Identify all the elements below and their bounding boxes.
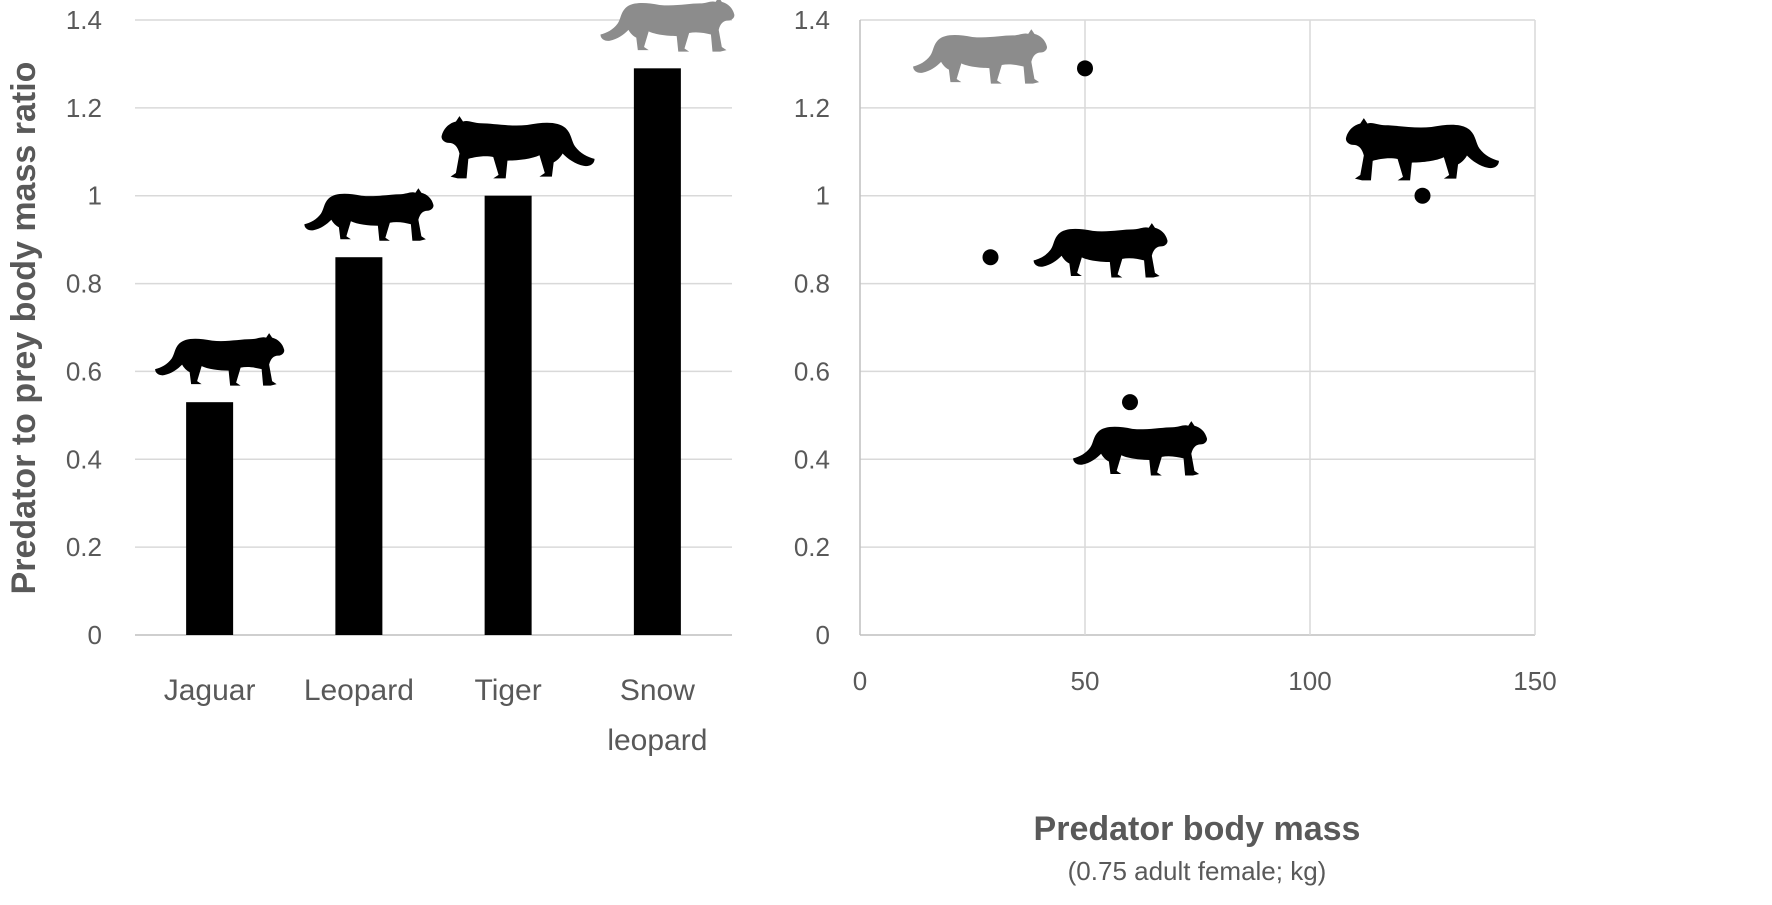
scatter-point-snow-leopard — [1077, 60, 1093, 77]
bar-y-tick-label: 1.2 — [66, 93, 102, 123]
bar-category-label: Leopard — [304, 674, 414, 707]
scatter-y-tick-label: 0 — [816, 620, 830, 650]
jaguar-silhouette-icon — [1073, 421, 1208, 476]
tiger-silhouette-icon — [1345, 118, 1499, 181]
scatter-chart-gridlines — [859, 19, 1536, 636]
scatter-point-jaguar — [1122, 394, 1138, 411]
scatter-y-tick-label: 0.6 — [794, 356, 830, 386]
leopard-silhouette-icon — [1033, 223, 1168, 278]
scatter-x-tick-label: 50 — [1071, 666, 1100, 696]
bar-y-tick-label: 0.2 — [66, 532, 102, 562]
scatter-chart-points — [982, 60, 1431, 411]
bar-chart-y-ticks: 0 0.2 0.4 0.6 0.8 1 1.2 1.4 — [66, 5, 102, 650]
bar-jaguar — [186, 402, 234, 635]
bar-category-label: leopard — [607, 724, 707, 757]
bar-chart-y-axis-label: Predator to prey body mass ratio — [5, 62, 43, 595]
scatter-point-tiger — [1414, 187, 1431, 204]
bar-category-label: Tiger — [475, 674, 542, 707]
bar-y-tick-label: 0.4 — [66, 444, 102, 474]
bar-leopard — [335, 257, 383, 635]
bar-y-tick-label: 0.8 — [66, 269, 102, 299]
scatter-y-tick-label: 0.8 — [794, 269, 830, 299]
bar-category-label: Jaguar — [164, 674, 256, 707]
scatter-chart-x-ticks: 0 50 100 150 — [853, 666, 1557, 696]
scatter-chart-x-axis-sublabel: (0.75 adult female; kg) — [1068, 856, 1327, 886]
bar-chart-category-labels: Jaguar Leopard Tiger Snow leopard — [164, 674, 708, 757]
scatter-y-tick-label: 0.4 — [794, 444, 830, 474]
jaguar-silhouette-icon — [155, 333, 285, 386]
scatter-chart: 0 0.2 0.4 0.6 0.8 1 1.2 1.4 0 50 100 150 Predator … — [794, 5, 1557, 886]
bar-y-tick-label: 0 — [88, 620, 102, 650]
scatter-y-tick-label: 0.2 — [794, 532, 830, 562]
bar-y-tick-label: 0.6 — [66, 356, 102, 386]
scatter-chart-x-axis-label: Predator body mass — [1034, 810, 1361, 848]
tiger-silhouette-icon — [441, 116, 595, 179]
scatter-chart-y-ticks: 0 0.2 0.4 0.6 0.8 1 1.2 1.4 — [794, 5, 830, 650]
scatter-y-tick-label: 1.2 — [794, 93, 830, 123]
snow-leopard-icon — [913, 29, 1048, 84]
bar-chart-bars — [186, 68, 681, 636]
bar-chart: 0 0.2 0.4 0.6 0.8 1 1.2 1.4 Jaguar Leopard Tiger S… — [5, 0, 735, 757]
bar-snow-leopard — [633, 68, 681, 636]
scatter-x-tick-label: 100 — [1288, 666, 1331, 696]
scatter-chart-silhouettes — [913, 29, 1499, 476]
scatter-x-tick-label: 150 — [1513, 666, 1556, 696]
scatter-y-tick-label: 1.4 — [794, 5, 830, 35]
snow-leopard-icon — [600, 0, 735, 52]
scatter-y-tick-label: 1 — [816, 181, 830, 211]
bar-category-label: Snow — [620, 674, 695, 707]
bar-tiger — [484, 195, 532, 635]
bar-y-tick-label: 1 — [88, 181, 102, 211]
scatter-point-leopard — [982, 249, 999, 266]
scatter-x-tick-label: 0 — [853, 666, 867, 696]
bar-y-tick-label: 1.4 — [66, 5, 102, 35]
